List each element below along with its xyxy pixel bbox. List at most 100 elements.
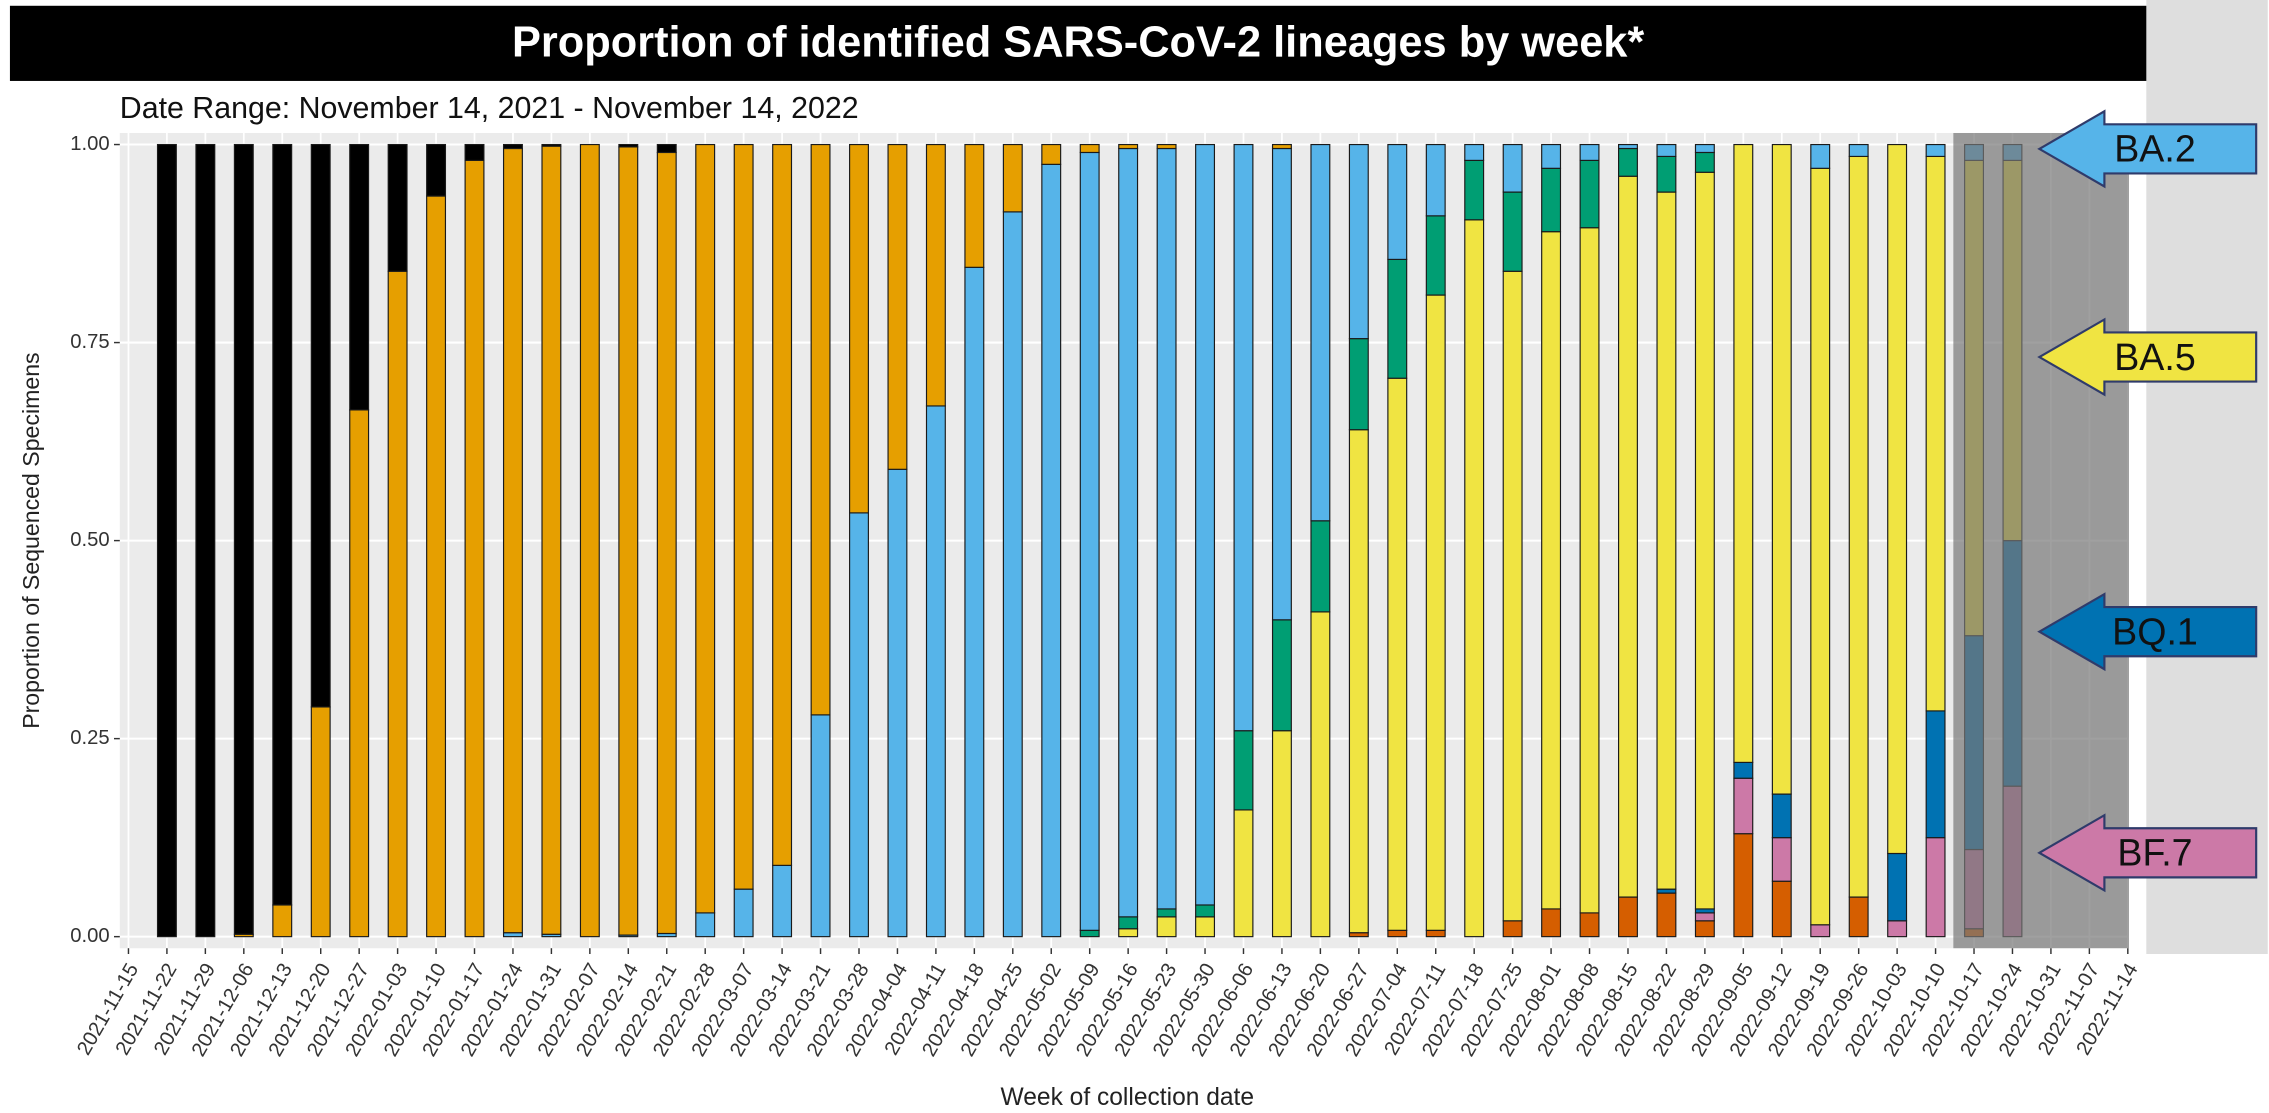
bar-segment — [618, 146, 639, 936]
bar-segment — [1310, 520, 1331, 613]
bar-segment — [1541, 908, 1562, 938]
bar-segment — [1733, 777, 1754, 835]
bar-segment — [1618, 175, 1638, 898]
bar-segment — [541, 143, 562, 147]
legend-label: BA.5 — [2114, 336, 2195, 378]
bar-segment — [1618, 147, 1638, 177]
bar-segment — [810, 143, 831, 716]
bar-segment — [1425, 215, 1446, 296]
bar-segment — [1387, 377, 1408, 931]
bar-segment — [1694, 171, 1715, 910]
bar-segment — [1002, 211, 1023, 938]
bar-segment — [272, 143, 293, 906]
bar-segment — [1502, 143, 1523, 193]
bar-segment — [387, 143, 408, 272]
bar-segment — [1694, 908, 1715, 914]
bar-segment — [925, 143, 946, 407]
x-axis-label: Week of collection date — [1001, 1084, 1255, 1111]
bar-segment — [1387, 929, 1408, 938]
bar-segment — [1810, 167, 1831, 926]
legend-label: BA.2 — [2114, 128, 2195, 170]
bar-segment — [1925, 155, 1946, 712]
bar-segment — [1002, 143, 1023, 213]
bar-segment — [1925, 143, 1946, 158]
bar-segment — [1348, 143, 1369, 340]
bar-segment — [1118, 147, 1139, 918]
bar-segment — [772, 143, 793, 866]
bar-segment — [1425, 143, 1446, 217]
bar-segment — [1848, 155, 1869, 898]
bar-segment — [1041, 163, 1062, 938]
bar-segment — [195, 143, 216, 938]
shaded-region — [1953, 132, 2129, 949]
bar-segment — [1771, 837, 1792, 882]
bar-segment — [1464, 219, 1485, 938]
bar-segment — [1233, 143, 1254, 732]
bar-segment — [1348, 429, 1369, 934]
bar-segment — [656, 151, 677, 935]
bar-segment — [1541, 231, 1562, 910]
bar-segment — [1156, 916, 1177, 938]
bar-segment — [1579, 227, 1600, 914]
bar-segment — [810, 714, 831, 938]
bar-segment — [1887, 852, 1908, 922]
bar-segment — [695, 143, 716, 914]
legend-label: BF.7 — [2117, 832, 2192, 874]
bar-segment — [1118, 928, 1139, 938]
bar-segment — [1271, 730, 1292, 938]
bar-segment — [1118, 916, 1139, 930]
bar-segment — [1079, 143, 1100, 154]
bar-segment — [1464, 159, 1485, 221]
bar-segment — [464, 143, 485, 161]
bar-segment — [1387, 258, 1408, 379]
legend-arrow — [2037, 592, 2258, 672]
bar-segment — [1925, 837, 1946, 938]
bar-segment — [310, 143, 331, 708]
bar-segment — [1502, 270, 1523, 922]
bar-segment — [1579, 912, 1600, 938]
bar-segment — [1887, 143, 1908, 855]
bar-segment — [1656, 888, 1677, 894]
bar-segment — [1541, 167, 1562, 233]
bar-segment — [695, 912, 716, 938]
bar-segment — [1233, 809, 1254, 938]
legend-arrow — [2037, 317, 2258, 397]
bar-segment — [1656, 155, 1677, 193]
bar-segment — [502, 932, 523, 938]
subtitle: Date Range: November 14, 2021 - November… — [120, 92, 859, 125]
bar-segment — [849, 512, 869, 938]
legend-arrow — [2037, 109, 2258, 189]
bar-segment — [1618, 143, 1638, 150]
legend-label: BQ.1 — [2112, 610, 2198, 652]
bar-segment — [1694, 920, 1715, 938]
bar-segment — [1387, 143, 1408, 260]
y-axis-label: Proportion of Sequenced Specimens — [18, 352, 44, 728]
bar-segment — [1233, 730, 1254, 811]
bar-segment — [1771, 793, 1792, 839]
bar-segment — [1195, 904, 1216, 918]
bar-segment — [272, 904, 293, 938]
bar-segment — [1541, 143, 1562, 169]
bar-segment — [1848, 896, 1869, 938]
bar-segment — [849, 143, 869, 514]
bar-segment — [1579, 143, 1600, 161]
bar-segment — [1733, 143, 1754, 763]
bar-segment — [1156, 143, 1177, 150]
bar-segment — [426, 143, 447, 197]
bar-segment — [1310, 143, 1331, 522]
bar-segment — [1887, 920, 1908, 938]
bar-segment — [1848, 143, 1869, 158]
bar-segment — [733, 888, 754, 938]
bar-segment — [887, 143, 908, 470]
bar-segment — [387, 270, 408, 938]
bar-segment — [156, 143, 177, 938]
bar-segment — [1425, 929, 1446, 938]
bar-segment — [1656, 892, 1677, 938]
bar-segment — [1271, 143, 1292, 150]
bar-segment — [502, 143, 523, 150]
bar-segment — [464, 159, 485, 938]
bar-segment — [349, 409, 370, 938]
bar-segment — [964, 266, 985, 938]
